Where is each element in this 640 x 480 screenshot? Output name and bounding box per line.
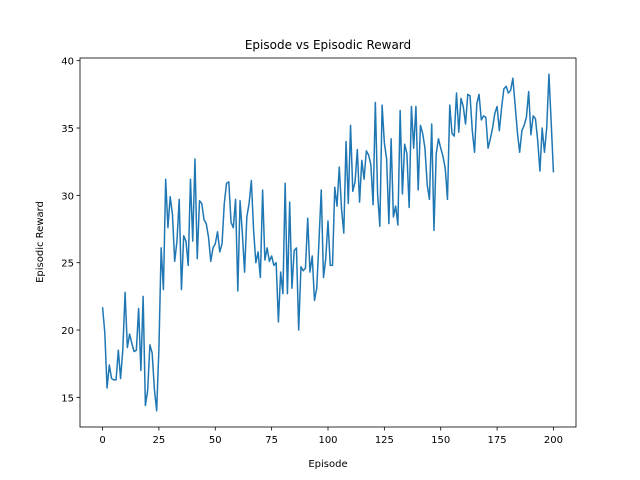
x-tick-label: 175 xyxy=(488,435,507,446)
x-axis-label: Episode xyxy=(308,459,347,470)
y-tick-label: 30 xyxy=(61,191,74,202)
x-tick-label: 0 xyxy=(99,435,105,446)
y-tick-label: 35 xyxy=(61,124,74,135)
x-tick-label: 200 xyxy=(544,435,563,446)
plot-frame xyxy=(79,57,577,428)
y-tick-label: 20 xyxy=(61,326,74,337)
y-axis-label: Episodic Reward xyxy=(35,201,46,283)
chart-title: Episode vs Episodic Reward xyxy=(245,38,411,52)
line-series xyxy=(101,73,555,412)
x-tick-label: 25 xyxy=(153,435,166,446)
y-tick-label: 25 xyxy=(61,259,74,270)
y-tick-label: 40 xyxy=(61,57,74,68)
x-tick-label: 75 xyxy=(265,435,278,446)
y-tick-label: 15 xyxy=(61,393,74,404)
x-tick-label: 125 xyxy=(375,435,394,446)
x-tick-label: 100 xyxy=(318,435,337,446)
x-tick-label: 150 xyxy=(431,435,450,446)
x-tick-label: 50 xyxy=(209,435,222,446)
